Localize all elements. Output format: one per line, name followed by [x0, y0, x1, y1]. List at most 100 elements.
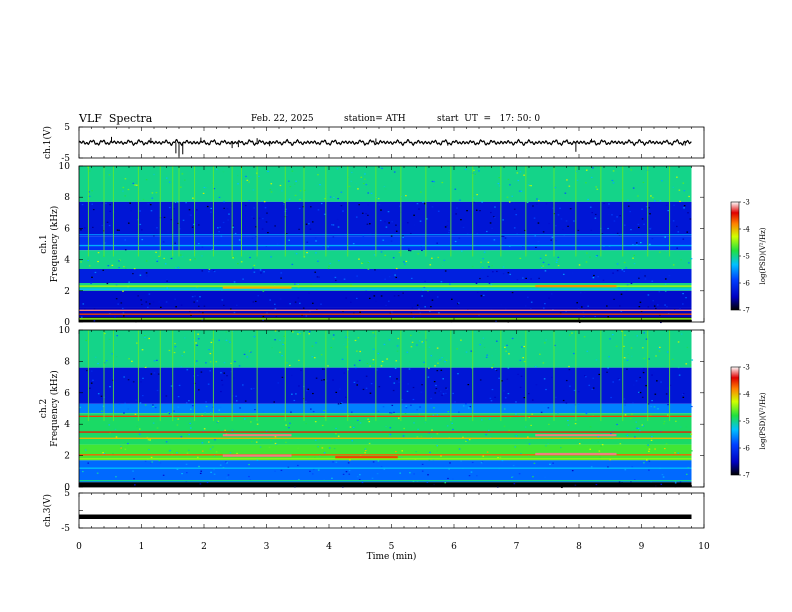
- ch2-speckle: [539, 353, 541, 355]
- ch2-speckle: [663, 423, 665, 425]
- ch1-speckle: [262, 319, 264, 321]
- ch1-speckle: [651, 197, 654, 199]
- ch1-speckle: [177, 266, 180, 269]
- ch2-speckle: [311, 345, 314, 347]
- ch2-speckle: [471, 461, 474, 464]
- ch2-speckle: [247, 418, 249, 420]
- ch1-speckle: [267, 170, 269, 173]
- ch1-speckle: [683, 205, 686, 207]
- ch2-speckle: [503, 408, 506, 410]
- ch2-speckle: [270, 440, 272, 442]
- ch1-speckle: [664, 278, 667, 280]
- ch1-speckle: [288, 198, 291, 200]
- ch2-speckle: [297, 464, 299, 467]
- ch2-speckle: [193, 339, 195, 341]
- ch1-speckle: [107, 265, 110, 267]
- ch1-speckle: [148, 293, 151, 295]
- ch2-speckle: [356, 419, 359, 421]
- ch1-speckle: [342, 310, 344, 312]
- ch2-speckle: [424, 346, 427, 349]
- ch1-speckle: [352, 243, 355, 245]
- ch2-speckle: [221, 379, 223, 381]
- ch1-speckle: [571, 272, 574, 274]
- x-tick-label: 8: [576, 542, 582, 552]
- ch1-speckle: [677, 231, 680, 233]
- ch2-speckle: [411, 338, 413, 340]
- ch2-speckle: [385, 425, 387, 428]
- ch1-speckle: [545, 168, 547, 170]
- ch2-speckle: [181, 472, 183, 475]
- ch1-speckle: [345, 297, 347, 299]
- ch1-speckle: [498, 177, 501, 179]
- ch2-speckle: [253, 387, 255, 390]
- ch2-speckle: [234, 360, 236, 363]
- ch1-speckle: [644, 275, 646, 277]
- ch2-speckle: [186, 366, 188, 368]
- ch2-speckle: [209, 370, 211, 372]
- ch1-speckle: [576, 179, 579, 181]
- ch1-speckle: [130, 207, 133, 210]
- ch1-speckle: [595, 255, 598, 257]
- ch2-speckle: [337, 435, 340, 437]
- ch1-speckle: [97, 252, 100, 254]
- ch2-speckle: [679, 426, 682, 428]
- ch1-speckle: [423, 203, 426, 205]
- ch2-speckle: [103, 453, 105, 455]
- ch1-speckle: [83, 308, 86, 310]
- ch2-speckle: [135, 399, 137, 401]
- ch2-speckle: [139, 428, 141, 430]
- ch1-speckle: [108, 224, 111, 227]
- ch2-speckle: [679, 481, 682, 483]
- ch1-speckle: [145, 179, 148, 181]
- ch2-speckle: [183, 351, 186, 353]
- ch1-speckle: [347, 176, 350, 178]
- ch2-speckle: [285, 424, 287, 426]
- ch2-speckle: [412, 386, 415, 389]
- ch1-speckle: [179, 254, 182, 256]
- ch2-speckle: [528, 443, 531, 445]
- x-axis-label: Time (min): [367, 551, 417, 562]
- ch2-speckle: [499, 456, 502, 458]
- ch1-speckle: [308, 292, 310, 294]
- ch1-speckle: [279, 184, 282, 187]
- ch1-speckle: [380, 251, 383, 253]
- ch2-speckle: [506, 344, 508, 346]
- ch2-speckle: [623, 398, 626, 400]
- ch2-speckle: [288, 427, 290, 429]
- ch2-speckle: [616, 423, 618, 426]
- ch1-speckle: [402, 235, 404, 237]
- ch2-speckle: [545, 339, 547, 341]
- ch2-speckle: [239, 407, 241, 409]
- ch1-waveform-line: [78, 138, 692, 147]
- ch2-speckle: [254, 409, 256, 411]
- ch2-speckle: [280, 348, 283, 351]
- ch1-speckle: [367, 204, 369, 206]
- ch1-speckle: [201, 319, 204, 321]
- ch2-speckle: [642, 347, 644, 349]
- ch1-speckle: [332, 236, 335, 238]
- ch1-speckle: [637, 226, 640, 229]
- ch1-speckle: [526, 201, 529, 204]
- ch1-speckle: [316, 320, 319, 322]
- ch1-speckle: [197, 305, 200, 307]
- ch1-speckle: [557, 214, 560, 216]
- ch1-speckle: [122, 312, 125, 314]
- ch2-speckle: [599, 456, 601, 458]
- ch2-speckle: [626, 368, 628, 370]
- ch2-speckle: [442, 378, 445, 380]
- ch1-speckle: [587, 198, 589, 201]
- ch1-speckle: [569, 208, 572, 210]
- ch2-speckle: [332, 334, 335, 336]
- ch2-speckle: [671, 358, 674, 360]
- ch1-speckle: [516, 172, 519, 174]
- ch2-speckle: [403, 427, 406, 430]
- ch1-speckle: [315, 252, 317, 254]
- ch1-speckle: [517, 179, 520, 182]
- ch2-speckle: [364, 449, 367, 452]
- ch2-speckle: [323, 379, 325, 381]
- ch1-speckle: [237, 183, 239, 185]
- ch2-speckle: [404, 478, 406, 480]
- ch2-speckle: [232, 395, 234, 397]
- ch1-speckle: [683, 207, 685, 209]
- ch2-speckle: [560, 485, 562, 488]
